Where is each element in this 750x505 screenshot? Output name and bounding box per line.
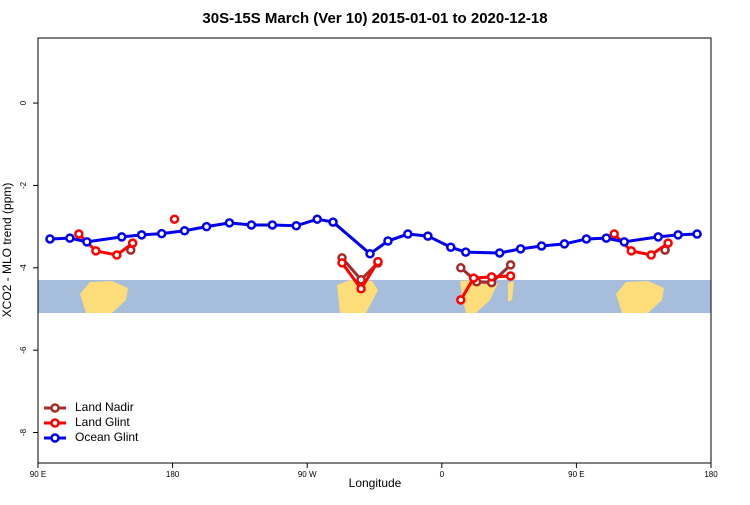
y-tick-label: -8 [19,428,28,436]
legend-marker [50,403,60,413]
x-tick-label: 90 E [30,470,46,479]
point [127,238,138,248]
map-band [38,280,711,313]
point [312,214,322,224]
legend-label: Ocean Glint [75,430,139,444]
point [626,246,637,256]
point [673,230,683,240]
y-tick-label: -6 [19,346,28,354]
point [505,271,516,281]
point [468,273,479,283]
point [337,258,347,268]
point [112,250,122,260]
y-tick-label: -2 [19,181,28,189]
x-tick-label: 90 W [298,470,317,479]
point [65,233,75,243]
point [601,233,612,243]
y-tick-label: 0 [19,100,28,105]
point [515,244,526,254]
y-axis-label: XCO2 - MLO trend (ppm) [0,183,14,318]
chart-title: 30S-15S March (Ver 10) 2015-01-01 to 202… [202,10,547,27]
y-tick-label: -4 [19,264,28,272]
point [156,228,167,239]
point [456,263,466,273]
legend-marker [50,433,60,443]
point [224,218,235,228]
x-tick-label: 0 [440,470,445,479]
series-line [49,217,698,256]
point [692,229,702,239]
point [581,234,592,244]
point [328,217,338,227]
point [536,241,547,251]
point [169,214,180,224]
point [356,284,366,294]
point [267,220,278,230]
point [456,295,466,305]
point [136,230,147,240]
point [423,231,433,241]
point [505,260,516,270]
point [179,225,190,236]
x-tick-label: 180 [166,470,180,479]
point [383,236,393,246]
point [663,238,673,248]
point [291,221,302,231]
point [365,249,375,259]
point [460,247,471,257]
point [117,232,127,242]
point [246,220,257,230]
point [403,229,413,239]
point [494,248,505,258]
legend-label: Land Nadir [75,400,134,414]
legend-label: Land Glint [75,415,130,429]
point [486,272,497,282]
point [45,234,55,244]
x-axis-label: Longitude [349,476,402,490]
point [82,237,92,247]
x-tick-label: 180 [704,470,718,479]
point [201,221,212,232]
point [373,256,383,267]
point [609,229,619,239]
x-tick-label: 90 E [568,470,584,479]
point [646,250,656,260]
point [74,229,84,239]
point [356,274,366,285]
point [619,237,630,247]
point [559,239,570,249]
point [446,242,456,252]
point [653,232,663,242]
point [91,246,101,256]
plot-frame [37,37,712,464]
legend-marker [50,418,60,428]
